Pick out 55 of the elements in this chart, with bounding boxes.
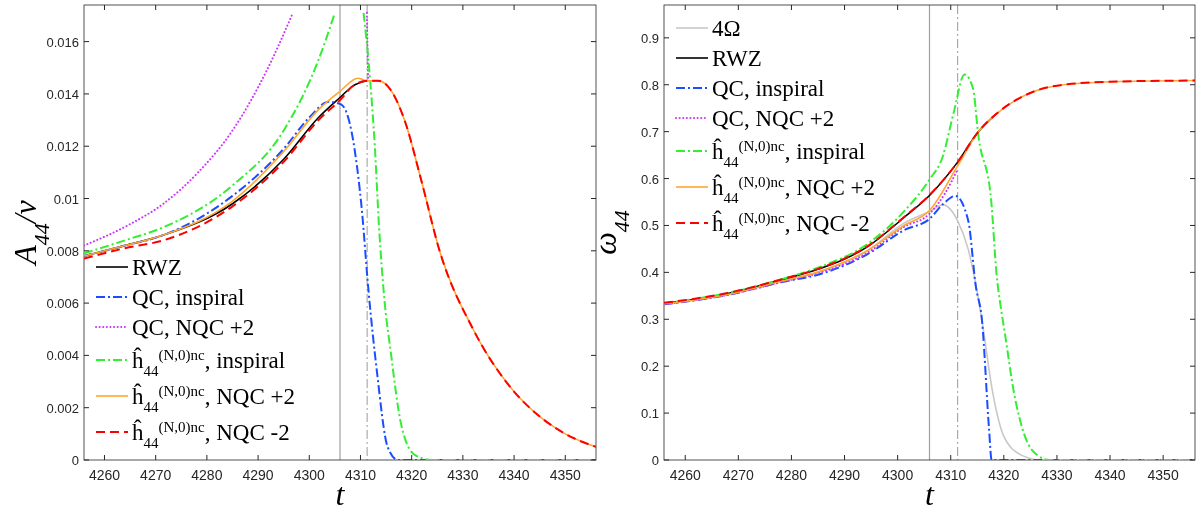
y-tick-label: 0.008 xyxy=(46,243,79,259)
x-tick-label: 4300 xyxy=(293,467,326,483)
line-series xyxy=(664,168,959,306)
x-tick-label: 4340 xyxy=(498,467,530,483)
legend-label: ĥ$_{44}$$^{(N,0)nc}$, NQC +2 xyxy=(132,383,296,415)
x-tick-label: 4310 xyxy=(344,467,377,483)
y-tick-label: 0.7 xyxy=(640,124,659,140)
y-tick-label: 0.4 xyxy=(640,265,659,281)
legend-label: ĥ$_{44}$$^{(N,0)nc}$, inspiral xyxy=(132,347,286,379)
x-tick-label: 4350 xyxy=(1147,467,1179,483)
x-axis-title: t xyxy=(335,476,346,512)
legend-label: QC, NQC +2 xyxy=(132,315,255,340)
x-tick-label: 4300 xyxy=(882,467,914,483)
legend-label: 4Ω xyxy=(712,16,741,41)
x-tick-label: 4330 xyxy=(1041,467,1073,483)
legend-label: ĥ$_{44}$$^{(N,0)nc}$, inspiral xyxy=(712,138,866,170)
y-tick-label: 0 xyxy=(71,453,79,468)
x-tick-label: 4270 xyxy=(722,467,755,483)
y-tick-label: 0.012 xyxy=(46,139,79,155)
x-tick-label: 4280 xyxy=(191,467,223,483)
legend-label: RWZ xyxy=(712,46,762,71)
y-tick-label: 0.6 xyxy=(640,171,659,187)
y-tick-label: 0.004 xyxy=(46,348,79,364)
x-tick-label: 4280 xyxy=(775,467,808,483)
y-tick-label: 0.01 xyxy=(53,191,79,207)
x-axis-title: t xyxy=(925,476,936,512)
y-tick-label: 0.3 xyxy=(640,312,659,328)
x-tick-label: 4340 xyxy=(1094,467,1126,483)
y-tick-label: 0.8 xyxy=(640,77,659,93)
x-tick-label: 4260 xyxy=(88,467,121,483)
x-tick-label: 4330 xyxy=(447,467,479,483)
legend-label: RWZ xyxy=(132,255,182,280)
y-tick-label: 0.2 xyxy=(640,359,659,375)
legend-label: ĥ$_{44}$$^{(N,0)nc}$, NQC -2 xyxy=(132,419,290,451)
y-tick-label: 0.002 xyxy=(46,400,79,416)
x-tick-label: 4320 xyxy=(396,467,428,483)
y-tick-label: 0.9 xyxy=(640,30,659,46)
legend-label: QC, inspiral xyxy=(712,76,825,101)
y-tick-label: 0.5 xyxy=(640,218,659,234)
y-tick-label: 0.1 xyxy=(640,406,659,422)
y-tick-label: 0 xyxy=(651,453,659,468)
legend-label: QC, NQC +2 xyxy=(712,106,835,131)
x-tick-label: 4350 xyxy=(549,467,582,483)
x-tick-label: 4290 xyxy=(828,467,861,483)
x-tick-label: 4260 xyxy=(669,467,702,483)
legend-label: ĥ$_{44}$$^{(N,0)nc}$, NQC +2 xyxy=(712,174,876,206)
x-tick-label: 4290 xyxy=(242,467,274,483)
legend-label: QC, inspiral xyxy=(132,285,245,310)
legend-label: ĥ$_{44}$$^{(N,0)nc}$, NQC -2 xyxy=(712,210,870,242)
y-tick-label: 0.014 xyxy=(46,86,79,102)
x-tick-label: 4320 xyxy=(988,467,1020,483)
y-tick-label: 0.006 xyxy=(46,296,79,312)
y-tick-label: 0.016 xyxy=(46,34,79,50)
x-tick-label: 4270 xyxy=(140,467,172,483)
x-tick-label: 4310 xyxy=(935,467,967,483)
